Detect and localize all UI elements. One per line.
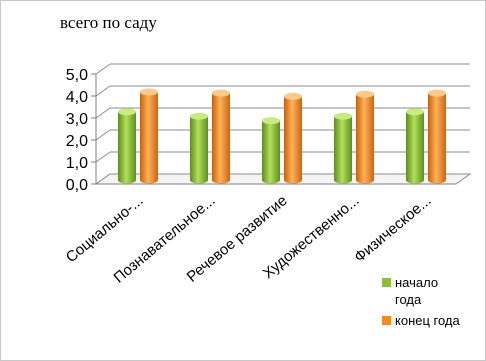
bar [284,92,302,184]
y-tick-label: 5,0 [66,67,88,84]
legend-item-start: начало года [382,274,460,308]
bar-body [140,92,158,184]
gridline-depth [95,107,111,119]
legend-label-start: начало года [395,275,439,307]
gridline-depth [95,129,111,141]
chart-title: всего по саду [60,13,157,32]
bar [428,89,446,184]
gridline-depth [95,85,111,97]
bar-body [428,93,446,184]
bar-top [406,108,424,116]
bar-top [356,90,374,98]
bar-body [190,116,208,184]
bar-body [356,94,374,184]
bar-body [406,111,424,184]
bar [406,108,424,184]
category-label: Физическое... [351,192,434,266]
bar-top [334,112,352,120]
bar-top [262,117,280,125]
bar-body [284,96,302,184]
y-tick-label: 0,0 [66,177,88,194]
legend-swatch-start [382,278,391,287]
bar [140,88,158,184]
bar-top [212,89,230,97]
bar-body [334,116,352,184]
bar-top [140,88,158,96]
y-tick-label: 3,0 [66,111,88,128]
bar-top [284,92,302,100]
bar [118,108,136,184]
legend-label-end: конец года [395,313,460,328]
y-tick-label: 1,0 [66,155,88,172]
legend-item-end: конец года [382,312,460,329]
bar-body [212,93,230,184]
bar-top [118,108,136,116]
bar [190,112,208,184]
bar-top [428,89,446,97]
legend: начало года конец года [382,274,460,333]
bar [356,90,374,184]
y-tick-label: 2,0 [66,133,88,150]
gridline-depth [95,151,111,163]
y-tick-label: 4,0 [66,89,88,106]
bar-top [190,112,208,120]
legend-swatch-end [382,316,391,325]
gridline-depth [95,63,111,75]
bar [212,89,230,184]
bar-body [118,111,136,184]
bar [334,112,352,184]
bar [262,117,280,184]
bar-body [262,120,280,184]
